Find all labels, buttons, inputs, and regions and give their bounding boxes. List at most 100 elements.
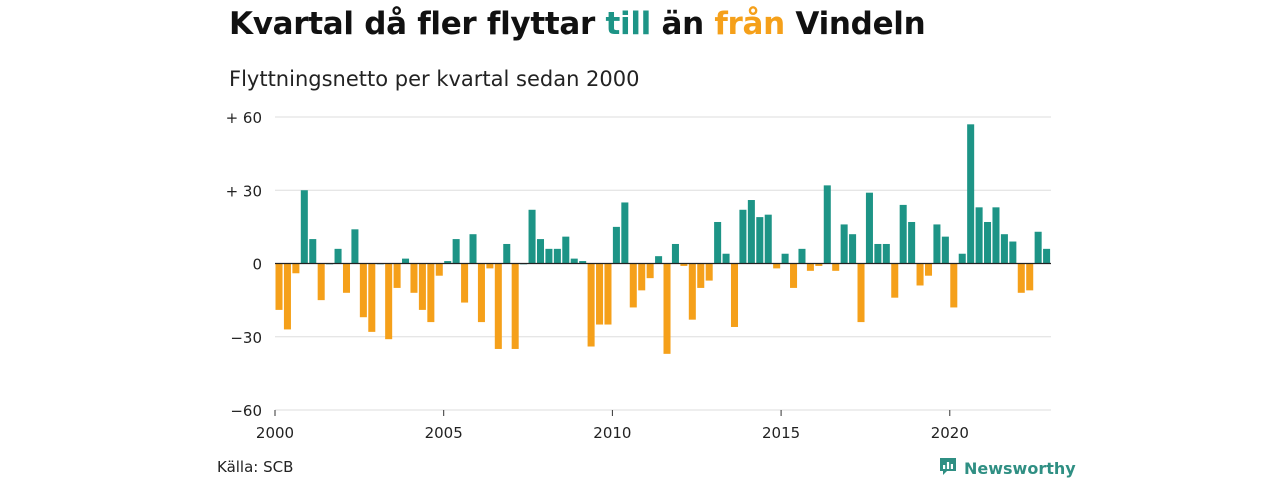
bar xyxy=(790,263,798,288)
bar xyxy=(1034,231,1042,264)
bar xyxy=(638,263,646,291)
bar xyxy=(604,263,612,325)
bar xyxy=(984,221,992,264)
title-part2: än xyxy=(650,6,715,42)
bar xyxy=(410,263,418,293)
bar xyxy=(368,263,376,332)
bar xyxy=(697,263,705,288)
bar xyxy=(334,248,342,264)
x-tick-label: 2005 xyxy=(425,424,463,442)
bar xyxy=(655,256,663,264)
bar xyxy=(680,263,688,266)
bar xyxy=(435,263,443,276)
newsworthy-logo-icon xyxy=(938,456,958,480)
x-tick-label: 2020 xyxy=(931,424,969,442)
chart-title: Kvartal då fler flyttar till än från Vin… xyxy=(229,6,926,42)
bar xyxy=(992,207,1000,264)
y-tick-label: −60 xyxy=(230,402,262,420)
title-till: till xyxy=(605,6,651,42)
bar xyxy=(292,263,300,274)
bar xyxy=(536,239,545,264)
bar xyxy=(545,248,553,264)
bar xyxy=(1000,234,1008,264)
bar xyxy=(857,263,865,323)
x-tick-label: 2000 xyxy=(256,424,294,442)
bar xyxy=(587,263,595,347)
bar xyxy=(747,200,755,264)
bar xyxy=(663,263,671,354)
bar xyxy=(275,263,283,310)
bar xyxy=(477,263,485,323)
bar xyxy=(351,229,359,264)
bar xyxy=(823,185,831,264)
bar xyxy=(612,226,620,264)
bar xyxy=(1026,263,1034,291)
bar xyxy=(874,243,882,264)
bar xyxy=(494,263,502,349)
chart-subtitle: Flyttningsnetto per kvartal sedan 2000 xyxy=(229,67,640,91)
y-tick-label: −30 xyxy=(230,329,262,347)
bar xyxy=(798,248,806,264)
bar xyxy=(553,248,561,264)
y-tick-label: + 60 xyxy=(226,109,262,127)
x-tick-label: 2015 xyxy=(762,424,800,442)
brand-name: Newsworthy xyxy=(964,458,1076,478)
bar xyxy=(882,243,890,264)
bar xyxy=(705,263,713,281)
bar xyxy=(714,221,722,264)
bar xyxy=(950,263,958,308)
bar xyxy=(958,253,966,264)
bar xyxy=(452,239,460,264)
bar xyxy=(688,263,696,320)
title-part3: Vindeln xyxy=(784,6,926,42)
bar xyxy=(739,209,747,264)
bar xyxy=(503,243,511,264)
bar xyxy=(1009,241,1017,264)
bar xyxy=(444,261,452,264)
bar xyxy=(646,263,654,279)
bar xyxy=(840,224,848,264)
bar xyxy=(570,258,578,264)
bar xyxy=(773,263,781,269)
bar xyxy=(528,209,536,264)
bar xyxy=(832,263,840,271)
bar xyxy=(1043,248,1051,264)
bar xyxy=(317,263,325,301)
bar xyxy=(916,263,924,286)
bar xyxy=(300,190,308,264)
brand: Newsworthy xyxy=(938,456,1076,480)
bar xyxy=(908,221,916,264)
y-tick-label: + 30 xyxy=(226,182,262,200)
bar xyxy=(806,263,814,271)
bar xyxy=(924,263,933,276)
bar xyxy=(967,124,975,264)
bar xyxy=(781,253,789,264)
bar xyxy=(899,204,907,264)
bar xyxy=(941,236,949,264)
bar xyxy=(579,261,587,264)
source-label: Källa: SCB xyxy=(217,458,294,476)
bar xyxy=(402,258,410,264)
bar xyxy=(461,263,469,303)
bar xyxy=(865,192,873,264)
bar xyxy=(359,263,367,318)
bar xyxy=(393,263,401,288)
title-fran: från xyxy=(714,6,785,42)
title-part1: Kvartal då fler flyttar xyxy=(229,6,606,42)
bar xyxy=(511,263,519,349)
bar xyxy=(1017,263,1025,293)
bar xyxy=(629,263,637,308)
x-tick-label: 2010 xyxy=(593,424,631,442)
bar xyxy=(764,214,772,264)
bar xyxy=(385,263,393,340)
bar xyxy=(418,263,426,310)
y-tick-label: 0 xyxy=(252,256,262,274)
bar xyxy=(486,263,494,269)
bar xyxy=(562,236,570,264)
bar xyxy=(815,263,823,266)
bar xyxy=(596,263,604,325)
bar xyxy=(730,263,739,327)
bar xyxy=(933,224,941,264)
bar xyxy=(891,263,899,298)
